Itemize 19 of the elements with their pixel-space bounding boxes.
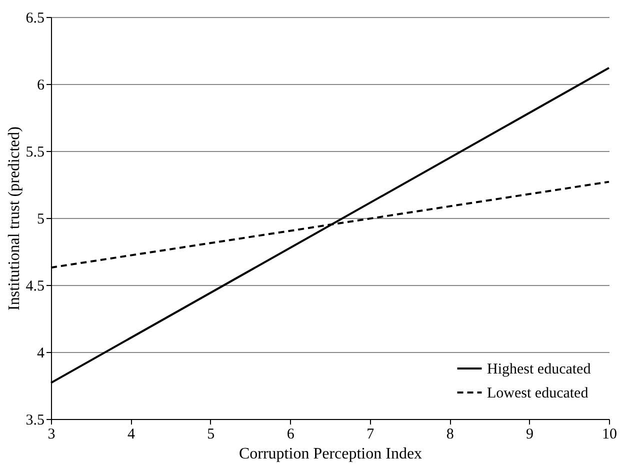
y-tick-label: 5.5 xyxy=(26,144,44,160)
x-tick-label: 7 xyxy=(366,426,375,442)
x-tick-label: 3 xyxy=(48,426,56,442)
x-axis-title: Corruption Perception Index xyxy=(238,446,422,462)
y-tick-label: 4 xyxy=(37,346,45,362)
y-axis-title: Institutional trust (predicted) xyxy=(6,126,23,310)
y-tick-label: 6.5 xyxy=(26,10,44,26)
x-tick-label: 10 xyxy=(602,426,617,442)
x-tick-label: 9 xyxy=(526,426,534,442)
y-tick-label: 5 xyxy=(37,212,44,228)
x-tick-label: 5 xyxy=(207,426,215,442)
legend-label: Lowest educated xyxy=(487,386,589,402)
y-tick-label: 6 xyxy=(37,78,45,94)
x-tick-label: 6 xyxy=(286,426,295,442)
y-tick-label: 3.5 xyxy=(26,412,44,428)
x-tick-label: 8 xyxy=(446,426,454,442)
legend-label: Highest educated xyxy=(487,362,592,378)
y-tick-label: 4.5 xyxy=(26,278,44,294)
x-tick-label: 4 xyxy=(127,426,136,442)
